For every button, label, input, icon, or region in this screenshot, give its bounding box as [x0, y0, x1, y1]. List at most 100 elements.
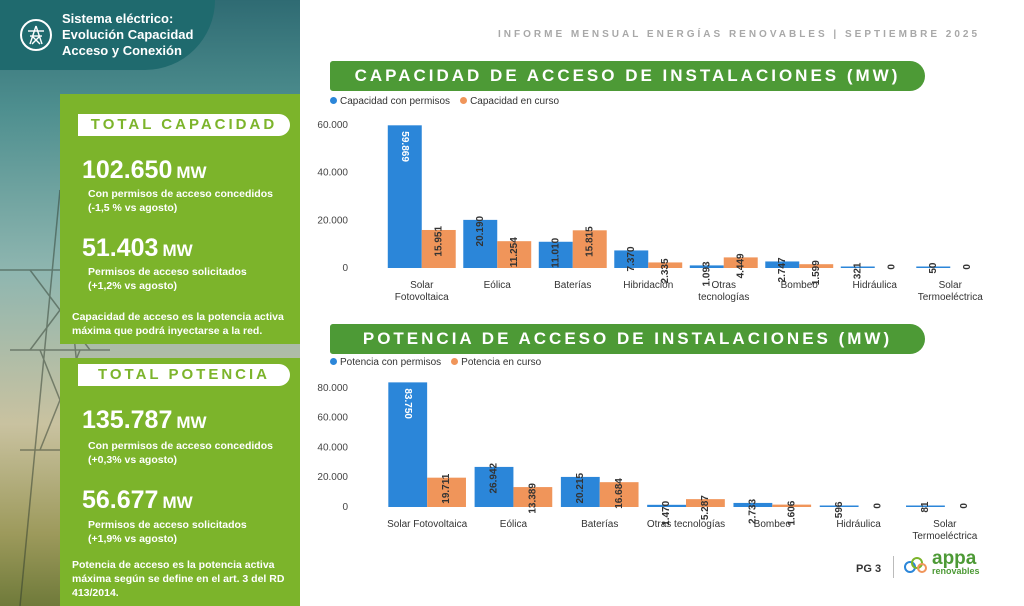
bar-en-curso	[772, 504, 812, 507]
category-label: Baterías	[581, 519, 618, 530]
category-label: Solar	[933, 519, 957, 530]
category-label: Fotovoltaica	[395, 292, 449, 303]
header-line-2: Evolución Capacidad	[62, 27, 194, 42]
y-tick-label: 0	[342, 263, 348, 274]
bar-en-curso	[572, 230, 607, 268]
bar-permisos	[387, 125, 422, 268]
chart2-title: POTENCIA DE ACCESO DE INSTALACIONES (MW)	[330, 324, 925, 354]
bar-value-label: 1.470	[661, 500, 672, 525]
page-number: PG 3	[856, 563, 882, 575]
category-label: Eólica	[484, 280, 512, 291]
chart1-legend: Capacidad con permisos Capacidad en curs…	[330, 96, 559, 107]
bar-value-label: 0	[962, 264, 973, 270]
category-label: Solar	[410, 280, 434, 291]
appa-logo-icon	[904, 557, 927, 573]
bar-value-label: 1.093	[701, 261, 712, 286]
category-label: Hibridación	[623, 280, 673, 291]
potencia-bar-chart: 0 20.000 40.000 60.000 80.000 83.750 19.711 Sol…	[317, 382, 978, 542]
bar-value-label: 13.389	[527, 483, 538, 514]
bar-value-label: 83.750	[402, 388, 413, 419]
bar-permisos	[560, 476, 600, 507]
bar-en-curso	[799, 264, 834, 268]
bar-value-label: 0	[959, 503, 970, 509]
bar-value-label: 81	[920, 501, 931, 513]
bar-permisos	[819, 505, 859, 507]
bar-permisos	[916, 266, 951, 268]
capacidad-definition: Capacidad de acceso es la potencia activ…	[72, 311, 284, 337]
category-label: Solar Fotovoltaica	[387, 519, 467, 530]
electric-tower-icon	[20, 19, 52, 51]
bar-en-curso	[421, 229, 456, 268]
bar-en-curso	[686, 499, 725, 507]
appa-logo: appa renovables	[904, 548, 980, 577]
total-capacidad-pill: TOTAL CAPACIDAD	[78, 114, 290, 136]
bar-permisos	[463, 219, 498, 268]
bar-value-label: 59.869	[399, 131, 410, 162]
bar-value-label: 2.335	[660, 258, 671, 283]
y-tick-label: 20.000	[317, 472, 348, 483]
logo-sub-text: renovables	[932, 566, 980, 576]
y-tick-label: 60.000	[317, 413, 348, 424]
y-tick-label: 20.000	[317, 215, 348, 226]
category-label: Solar	[939, 280, 963, 291]
bar-value-label: 20.190	[475, 215, 486, 246]
capacidad-permisos-desc: Con permisos de acceso concedidos (-1,5 %…	[88, 188, 273, 214]
legend-item: Potencia en curso	[451, 357, 541, 368]
bar-en-curso	[427, 477, 466, 507]
bar-value-label: 7.370	[626, 246, 637, 271]
capacidad-permisos-value: 102.650 MW	[82, 156, 207, 184]
bar-permisos	[689, 265, 724, 268]
bar-value-label: 1.606	[786, 500, 797, 525]
legend-swatch-blue	[330, 97, 337, 104]
bar-value-label: 2.747	[777, 257, 788, 282]
bar-en-curso	[599, 482, 639, 507]
header-line-3: Acceso y Conexión	[62, 43, 182, 58]
potencia-solicitados-desc: Permisos de acceso solicitados (+1,9% vs …	[88, 519, 247, 545]
category-label: Eólica	[500, 519, 528, 530]
bar-permisos	[538, 241, 573, 268]
capacidad-solicitados-value: 51.403 MW	[82, 234, 193, 262]
bar-en-curso	[497, 241, 532, 268]
category-label: Termoeléctrica	[918, 292, 983, 303]
potencia-permisos-desc: Con permisos de acceso concedidos (+0,3% …	[88, 440, 273, 466]
bar-permisos	[906, 505, 945, 507]
category-label: Baterías	[554, 280, 591, 291]
bar-value-label: 5.287	[700, 495, 711, 520]
report-title: INFORME MENSUAL ENERGÍAS RENOVABLES | SE…	[498, 29, 981, 40]
bar-value-label: 20.215	[575, 472, 586, 503]
logo-main-text: appa	[932, 548, 977, 569]
y-tick-label: 40.000	[317, 168, 348, 179]
category-label: Otras	[712, 280, 736, 291]
bar-value-label: 16.684	[614, 478, 625, 509]
y-tick-label: 0	[342, 502, 348, 513]
capacidad-bar-chart: 020.00040.00060.00059.86915.951SolarFoto…	[317, 120, 983, 303]
legend-item: Capacidad con permisos	[330, 96, 450, 107]
bar-value-label: 4.449	[735, 253, 746, 278]
bar-value-label: 15.951	[433, 226, 444, 257]
legend-swatch-orange	[460, 97, 468, 104]
legend-item: Potencia con permisos	[330, 357, 441, 368]
bar-permisos	[388, 382, 428, 507]
capacidad-solicitados-desc: Permisos de acceso solicitados (+1,2% vs …	[88, 266, 247, 292]
bar-permisos	[733, 502, 773, 507]
bar-value-label: 19.711	[441, 473, 452, 503]
bar-value-label: 50	[928, 262, 939, 274]
bar-en-curso	[513, 487, 553, 507]
bar-value-label: 0	[886, 264, 897, 270]
y-tick-label: 40.000	[317, 442, 348, 453]
bar-value-label: 11.010	[550, 237, 561, 267]
header-title: Sistema eléctrico: Evolución Capacidad A…	[62, 11, 193, 59]
bar-value-label: 321	[852, 262, 863, 279]
y-tick-label: 80.000	[317, 383, 348, 394]
bar-permisos	[840, 266, 875, 268]
bar-value-label: 15.815	[584, 226, 595, 257]
chart2-legend: Potencia con permisos Potencia en curso	[330, 357, 541, 368]
category-label: Bombeo	[754, 519, 792, 530]
potencia-definition: Potencia de acceso es la potencia activa…	[72, 559, 285, 599]
bar-value-label: 2.733	[748, 499, 759, 524]
potencia-solicitados-value: 56.677 MW	[82, 486, 193, 514]
y-tick-label: 60.000	[317, 120, 348, 131]
total-potencia-pill: TOTAL POTENCIA	[78, 364, 290, 386]
category-label: Otras tecnologías	[647, 519, 725, 530]
legend-swatch-orange	[451, 358, 459, 365]
